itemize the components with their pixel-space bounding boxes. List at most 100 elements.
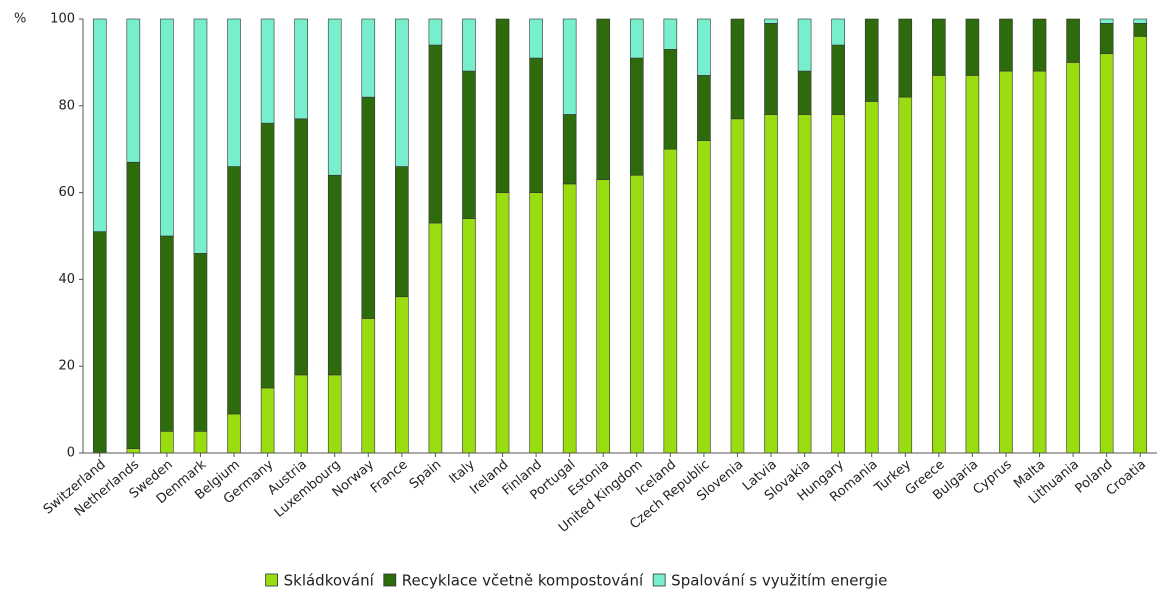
- legend-label: Recyklace včetně kompostování: [402, 572, 644, 590]
- bar-segment: [428, 18, 443, 46]
- bar-segment: [294, 374, 308, 454]
- bar-segment: [629, 18, 644, 59]
- bar-segment: [1133, 23, 1148, 37]
- bar-segment: [495, 18, 510, 193]
- bar-segment: [697, 140, 711, 454]
- y-tick-label: 40: [58, 272, 75, 287]
- bar-segment: [797, 18, 812, 72]
- bar-segment: [327, 374, 342, 454]
- bar-segment: [562, 114, 577, 185]
- bar-segment: [629, 57, 644, 176]
- bar-segment: [697, 18, 711, 76]
- bar-segment: [126, 161, 141, 449]
- y-tick-label: 60: [58, 185, 75, 200]
- bar-segment: [126, 448, 141, 454]
- bar-segment: [495, 192, 510, 454]
- bar-segment: [227, 18, 241, 167]
- bar-segment: [294, 118, 308, 376]
- bar-segment: [999, 70, 1013, 454]
- bar-segment: [395, 166, 409, 298]
- bar-segment: [932, 18, 946, 76]
- bar-segment: [864, 18, 879, 102]
- bar-segment: [864, 101, 879, 454]
- bar-segment: [1099, 18, 1114, 24]
- bar-segment: [428, 222, 443, 454]
- bar-segment: [562, 183, 577, 454]
- bar-segment: [260, 387, 275, 454]
- bar-segment: [126, 18, 141, 163]
- bar-segment: [663, 18, 678, 50]
- bar-segment: [193, 253, 208, 432]
- bar-segment: [160, 18, 174, 237]
- bar-segment: [831, 114, 845, 454]
- bar-segment: [562, 18, 577, 115]
- bar-segment: [92, 18, 107, 232]
- bar-segment: [462, 18, 476, 72]
- bar-segment: [596, 179, 611, 454]
- bar-segment: [361, 18, 376, 98]
- bar-segment: [932, 75, 946, 454]
- bar-segment: [1032, 18, 1047, 72]
- bar-segment: [730, 118, 745, 454]
- y-tick-label: 100: [50, 12, 75, 27]
- bar-segment: [898, 96, 913, 454]
- legend-swatch: [383, 573, 397, 587]
- bar-segment: [327, 174, 342, 376]
- bar-segment: [529, 18, 543, 59]
- bar-segment: [797, 114, 812, 454]
- legend-swatch: [652, 573, 666, 587]
- bar-segment: [1099, 23, 1114, 55]
- bar-segment: [1133, 36, 1148, 454]
- bar-segment: [764, 114, 778, 454]
- bar-segment: [193, 430, 208, 454]
- bar-segment: [663, 49, 678, 150]
- y-axis-label: %: [14, 12, 26, 27]
- bar-segment: [965, 75, 980, 454]
- x-tick-label: France: [368, 457, 411, 496]
- bar-segment: [193, 18, 208, 254]
- bar-segment: [764, 23, 778, 115]
- bar-segment: [831, 18, 845, 46]
- bar-segment: [764, 18, 778, 24]
- bar-segment: [697, 75, 711, 141]
- x-tick-label: Cyprus: [970, 457, 1015, 498]
- legend-label: Spalování s využitím energie: [671, 572, 887, 590]
- bar-segment: [529, 57, 543, 193]
- bar-segment: [327, 18, 342, 176]
- legend-swatch: [265, 573, 279, 587]
- bar-segment: [730, 18, 745, 120]
- legend-label: Skládkování: [284, 572, 375, 590]
- bar-segment: [260, 122, 275, 389]
- bar-segment: [1066, 18, 1080, 63]
- bar-segment: [462, 70, 476, 219]
- bar-segment: [1099, 53, 1114, 454]
- bar-segment: [160, 235, 174, 432]
- bar-segment: [663, 148, 678, 454]
- bar-segment: [797, 70, 812, 115]
- bar-segment: [227, 166, 241, 415]
- bar-segment: [361, 318, 376, 454]
- bar-segment: [227, 413, 241, 454]
- bar-segment: [92, 231, 107, 454]
- bar-segment: [629, 174, 644, 454]
- bar-segment: [529, 192, 543, 454]
- bar-segment: [1066, 62, 1080, 454]
- bar-segment: [965, 18, 980, 76]
- bar-segment: [1133, 18, 1148, 24]
- y-tick-label: 20: [58, 359, 75, 374]
- bar-segment: [160, 430, 174, 454]
- y-tick-label: 80: [58, 98, 75, 113]
- bar-segment: [395, 296, 409, 454]
- y-tick-label: 0: [67, 446, 75, 461]
- bar-segment: [462, 218, 476, 454]
- bar-segment: [361, 96, 376, 319]
- bar-segment: [395, 18, 409, 167]
- bar-segment: [999, 18, 1013, 72]
- bar-segment: [1032, 70, 1047, 454]
- bar-segment: [831, 44, 845, 115]
- bar-segment: [596, 18, 611, 180]
- bar-segment: [260, 18, 275, 124]
- bar-segment: [428, 44, 443, 224]
- bar-segment: [898, 18, 913, 98]
